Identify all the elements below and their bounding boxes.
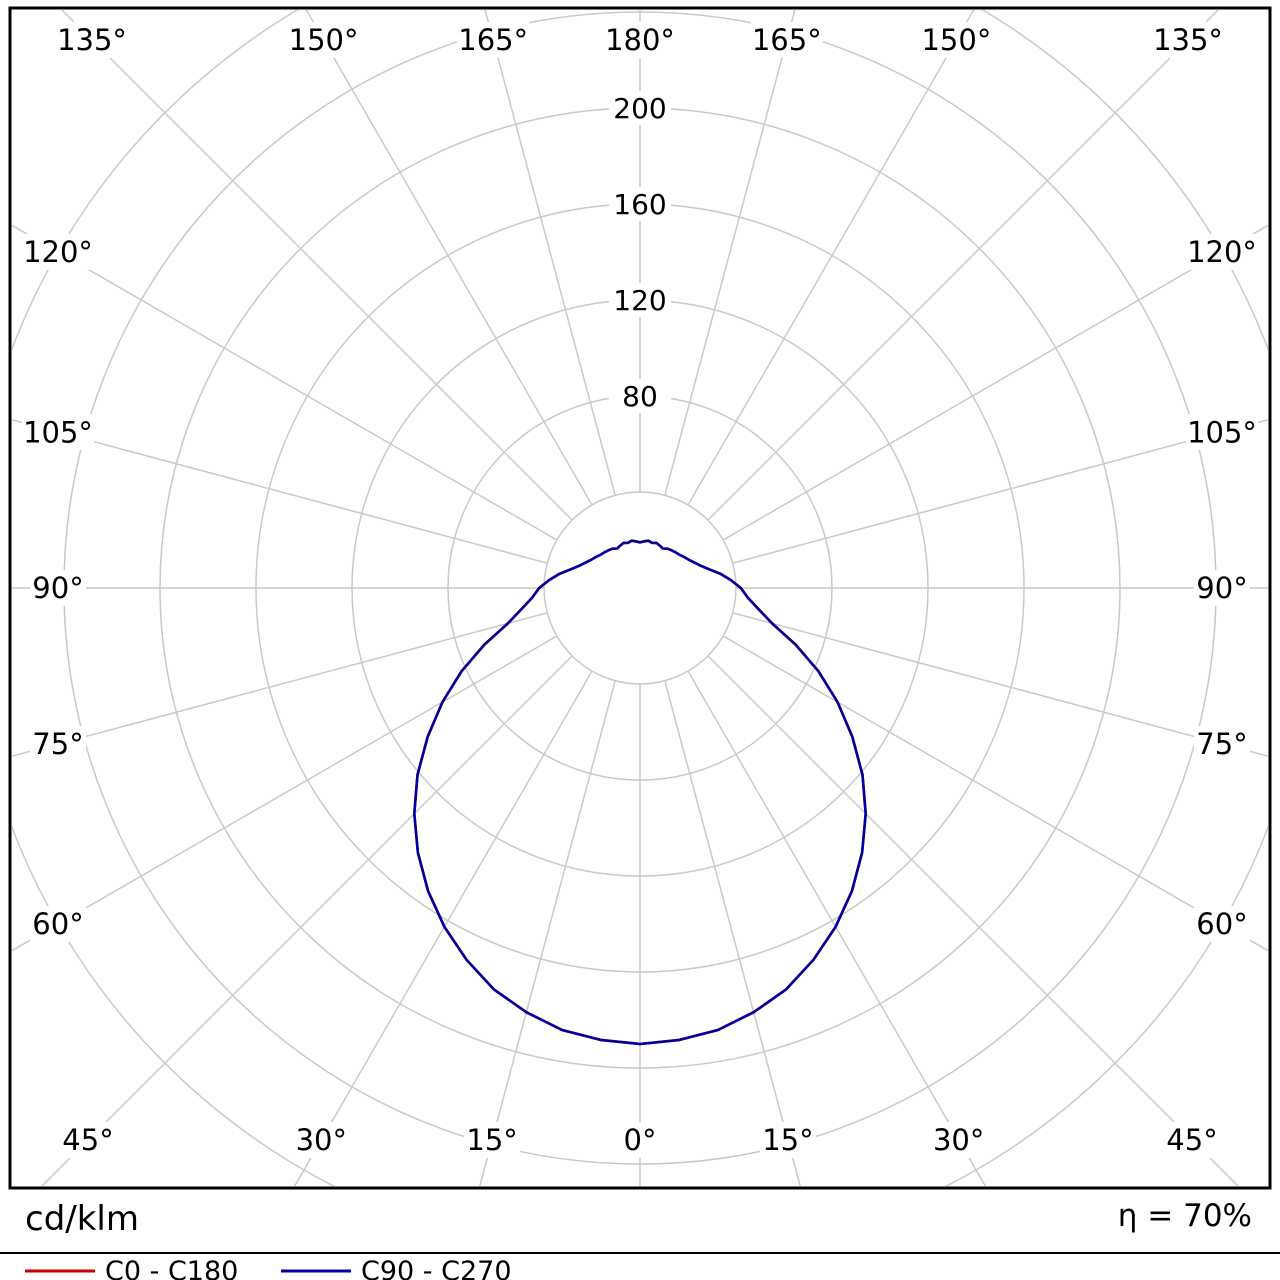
angle-label-bg [1194, 906, 1250, 943]
angle-label-120-right: 120° [1187, 235, 1257, 269]
angle-label-bg [60, 1122, 116, 1158]
angle-label-30-left: 30° [296, 1123, 347, 1157]
angle-label-bg [1186, 233, 1258, 270]
angle-label-150-right: 150° [921, 23, 991, 57]
ring-label-160: 160 [613, 188, 666, 221]
angle-label-15-left: 15° [466, 1123, 517, 1157]
ring-label-120: 120 [613, 284, 666, 317]
angle-label-bg [759, 1122, 816, 1158]
angle-label-150-left: 150° [289, 23, 359, 57]
angle-label-bg [1164, 1122, 1220, 1158]
angle-label-bg [464, 1122, 521, 1158]
legend: C0 - C180 C90 - C270 [25, 1256, 512, 1280]
angle-label-45-left: 45° [62, 1123, 113, 1157]
grid-radial-120 [722, 224, 1268, 541]
ring-label-200: 200 [613, 92, 666, 125]
angle-label-15-right: 15° [762, 1123, 813, 1157]
angle-label-bg [604, 22, 676, 58]
grid-radial-165 [664, 10, 796, 496]
angle-label-bg [1194, 725, 1250, 762]
grid-radial-210 [305, 10, 593, 506]
unit-label: cd/klm [25, 1199, 139, 1239]
angle-label-bg [56, 22, 128, 58]
curve-c90-c270 [413, 539, 867, 1046]
angle-label-bg [750, 22, 823, 58]
angle-label-105-right: 105° [1187, 415, 1257, 449]
angle-label-105-left: 105° [23, 415, 93, 449]
ring-label-bg [609, 91, 671, 125]
angle-label-75-right: 75° [1196, 727, 1247, 761]
grid-radial-285 [12, 612, 548, 758]
grid-radial-255 [12, 418, 548, 564]
angle-label-bg [22, 414, 94, 451]
ring-label-bg [609, 283, 671, 317]
angle-label-60-left: 60° [32, 907, 83, 941]
ring-label-bg [609, 187, 671, 221]
angle-label-bg [1194, 570, 1250, 606]
angle-label-120-left: 120° [23, 235, 93, 269]
angle-label-75-left: 75° [32, 727, 83, 761]
angle-label-60-right: 60° [1196, 907, 1247, 941]
ring-label-80: 80 [622, 380, 658, 413]
angle-label-135-left: 135° [57, 23, 127, 57]
angle-label-bg [920, 22, 993, 58]
grid-radial-195 [484, 10, 616, 496]
angle-label-165-left: 165° [458, 23, 528, 57]
grid-radial-75 [732, 612, 1268, 758]
grid-radial-345 [479, 680, 616, 1186]
angle-label-45-right: 45° [1166, 1123, 1217, 1157]
angle-label-30-right: 30° [933, 1123, 984, 1157]
legend-label-c0-c180: C0 - C180 [105, 1256, 238, 1280]
angle-label-135-right: 135° [1153, 23, 1223, 57]
angle-label-bg [293, 1122, 350, 1158]
ring-label-bg [609, 379, 671, 413]
angle-label-bg [30, 906, 86, 943]
grid-radial-105 [732, 418, 1268, 564]
efficiency-label: η = 70% [1118, 1198, 1252, 1234]
grid-radial-15 [664, 680, 801, 1186]
legend-label-c90-c270: C90 - C270 [361, 1256, 512, 1280]
angle-label-bg [457, 22, 530, 58]
angle-label-bg [620, 1122, 660, 1158]
grid-radial-330 [293, 670, 593, 1186]
angle-label-bg [1152, 22, 1224, 58]
angle-label-165-right: 165° [752, 23, 822, 57]
axis-labels: 80 120 160 200 0° 15° 15° 30° 30° 45° 45° 60° 60° 75°… [22, 22, 1258, 1158]
angle-label-90-left: 90° [32, 571, 83, 605]
grid-radial-240 [12, 224, 558, 541]
angle-label-bg [22, 233, 94, 270]
angle-label-180-right: 180° [605, 23, 675, 57]
angle-label-bg [30, 570, 86, 606]
grid-radial-30 [687, 670, 987, 1186]
intensity-curves [413, 539, 867, 1046]
angle-label-0-right: 0° [624, 1123, 657, 1157]
angle-label-bg [930, 1122, 987, 1158]
angle-label-90-right: 90° [1196, 571, 1247, 605]
angle-label-bg [1186, 414, 1258, 451]
angle-label-bg [30, 725, 86, 762]
grid-radial-150 [687, 10, 975, 506]
angle-label-bg [287, 22, 360, 58]
